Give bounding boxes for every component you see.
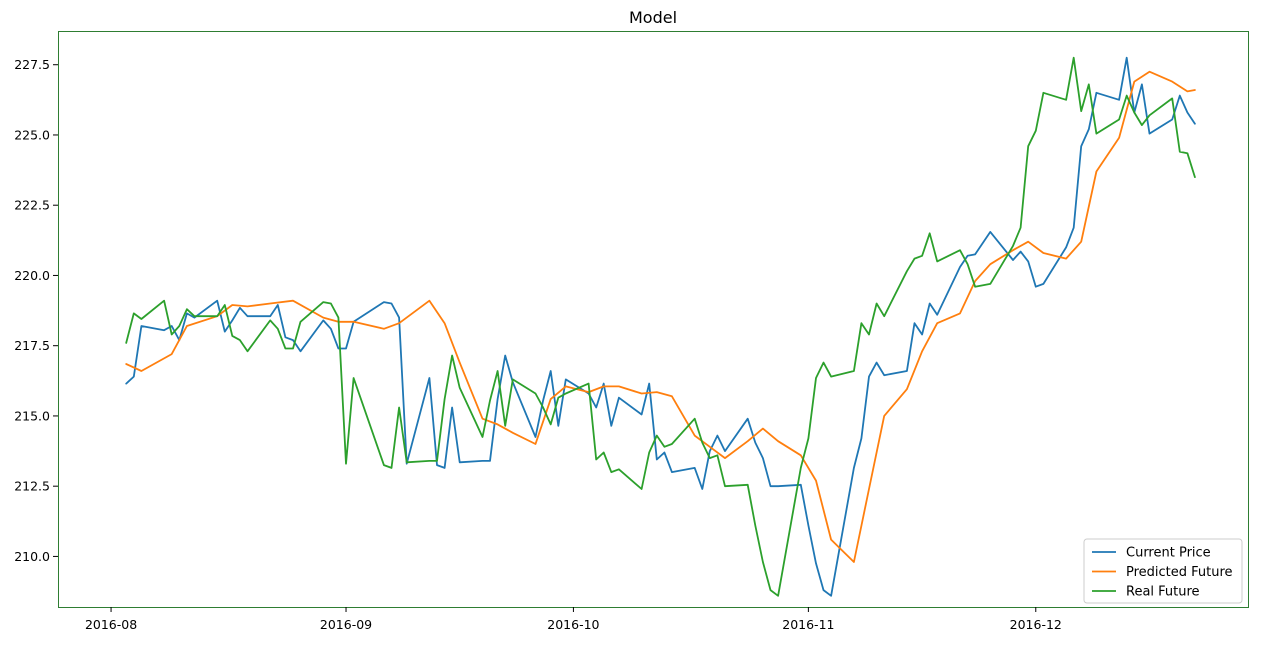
y-tick-label: 222.5 [14, 198, 50, 213]
legend-label: Current Price [1126, 546, 1211, 561]
x-tick-label: 2016-11 [782, 617, 834, 632]
y-tick-label: 217.5 [14, 338, 50, 353]
y-tick-label: 225.0 [14, 127, 50, 142]
series-layer [125, 56, 1196, 597]
x-tick-label: 2016-12 [1010, 617, 1062, 632]
plot-frame [58, 31, 1249, 608]
chart-title: Model [629, 8, 677, 27]
series-line-real-future [125, 56, 1196, 597]
y-axis: 210.0 212.5 215.0 217.5 220.0 222.5 225.0 227.5 [14, 57, 58, 564]
x-tick-label: 2016-08 [85, 617, 137, 632]
x-tick-label: 2016-10 [547, 617, 599, 632]
y-tick-label: 212.5 [14, 479, 50, 494]
y-tick-label: 215.0 [14, 408, 50, 423]
x-tick-label: 2016-09 [320, 617, 372, 632]
legend-label: Predicted Future [1126, 565, 1233, 580]
legend: Current Price Predicted Future Real Future [1083, 538, 1243, 604]
y-tick-label: 220.0 [14, 268, 50, 283]
legend-label: Real Future [1126, 585, 1200, 600]
y-tick-label: 210.0 [14, 549, 50, 564]
x-axis: 2016-08 2016-09 2016-10 2016-11 2016-12 [85, 607, 1062, 632]
y-tick-label: 227.5 [14, 57, 50, 72]
series-line-current-price [125, 56, 1196, 597]
legend-box [1083, 538, 1243, 604]
series-line-predicted-future [125, 70, 1196, 563]
